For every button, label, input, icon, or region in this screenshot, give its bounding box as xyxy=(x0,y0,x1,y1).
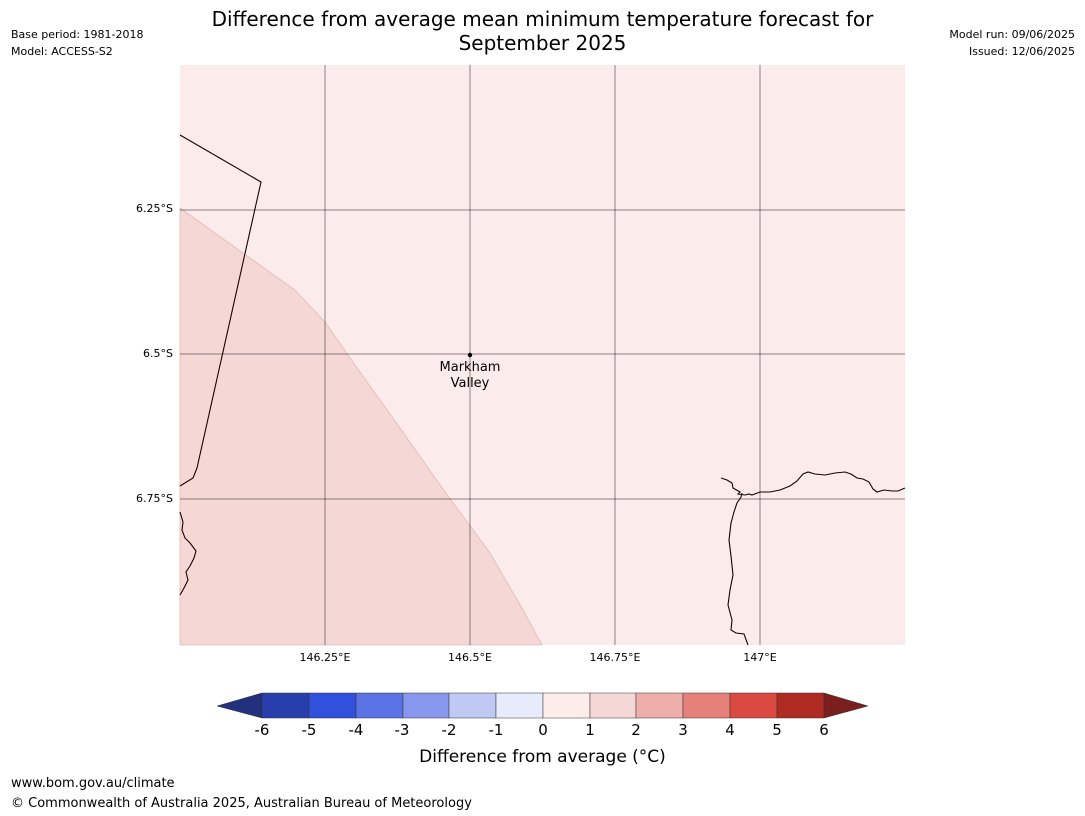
colorbar-tick: 5 xyxy=(772,721,782,739)
anomaly-region-1-2 xyxy=(179,207,543,646)
location-marker xyxy=(467,352,473,358)
colorbar-segment xyxy=(261,692,310,719)
colorbar-tick: 6 xyxy=(819,721,829,739)
colorbar-arrow-low xyxy=(216,692,263,719)
lat-tick-label: 6.25°S xyxy=(136,202,173,215)
lon-tick-label: 146.75°E xyxy=(589,651,641,664)
river-line xyxy=(727,492,749,646)
colorbar-tick: -4 xyxy=(348,721,364,739)
colorbar-segment xyxy=(495,692,544,719)
lon-tick-label: 147°E xyxy=(743,651,777,664)
meta-right: Model run: 09/06/2025 Issued: 12/06/2025 xyxy=(949,26,1075,60)
colorbar-arrow-high xyxy=(823,692,869,719)
colorbar-tick: 2 xyxy=(631,721,641,739)
colorbar-tick: -2 xyxy=(441,721,457,739)
colorbar-segment xyxy=(448,692,497,719)
meta-left: Base period: 1981-2018 Model: ACCESS-S2 xyxy=(11,26,143,60)
colorbar-segment xyxy=(308,692,357,719)
colorbar-tick: 0 xyxy=(538,721,548,739)
colorbar-segment xyxy=(776,692,825,719)
lat-tick-label: 6.75°S xyxy=(136,492,173,505)
borders xyxy=(179,134,906,646)
colorbar-tick: 4 xyxy=(725,721,735,739)
issued-date: Issued: 12/06/2025 xyxy=(968,45,1075,58)
colorbar-tick: -1 xyxy=(488,721,504,739)
gridlines xyxy=(180,65,905,645)
colorbar-tick: -5 xyxy=(301,721,317,739)
colorbar-segment xyxy=(682,692,731,719)
colorbar-segment xyxy=(542,692,591,719)
colorbar-tick: -6 xyxy=(254,721,270,739)
colorbar-segment xyxy=(355,692,404,719)
province-border xyxy=(179,134,262,487)
colorbar-segment xyxy=(729,692,778,719)
lon-tick-label: 146.5°E xyxy=(448,651,492,664)
colorbar-segment xyxy=(635,692,684,719)
footer-url[interactable]: www.bom.gov.au/climate xyxy=(11,776,175,791)
colorbar-segment xyxy=(402,692,450,719)
base-period: Base period: 1981-2018 xyxy=(11,28,144,41)
model-run: Model run: 09/06/2025 xyxy=(949,28,1075,41)
model-name: Model: ACCESS-S2 xyxy=(11,45,113,58)
colorbar-tick: 3 xyxy=(678,721,688,739)
colorbar-label: Difference from average (°C) xyxy=(419,747,666,767)
place-label: Markham Valley xyxy=(439,360,501,391)
lon-tick-label: 146.25°E xyxy=(299,651,351,664)
map-title: Difference from average mean minimum tem… xyxy=(211,7,874,55)
footer-copyright: © Commonwealth of Australia 2025, Austra… xyxy=(11,796,472,811)
lat-tick-label: 6.5°S xyxy=(143,347,173,360)
colorbar-segment xyxy=(589,692,637,719)
colorbar-tick: 1 xyxy=(585,721,595,739)
coastline-east xyxy=(720,471,906,496)
colorbar-tick: -3 xyxy=(394,721,410,739)
coastline-west xyxy=(179,511,197,596)
